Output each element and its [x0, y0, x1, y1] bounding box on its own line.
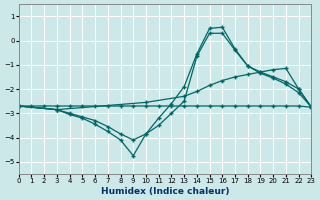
X-axis label: Humidex (Indice chaleur): Humidex (Indice chaleur)	[101, 187, 229, 196]
